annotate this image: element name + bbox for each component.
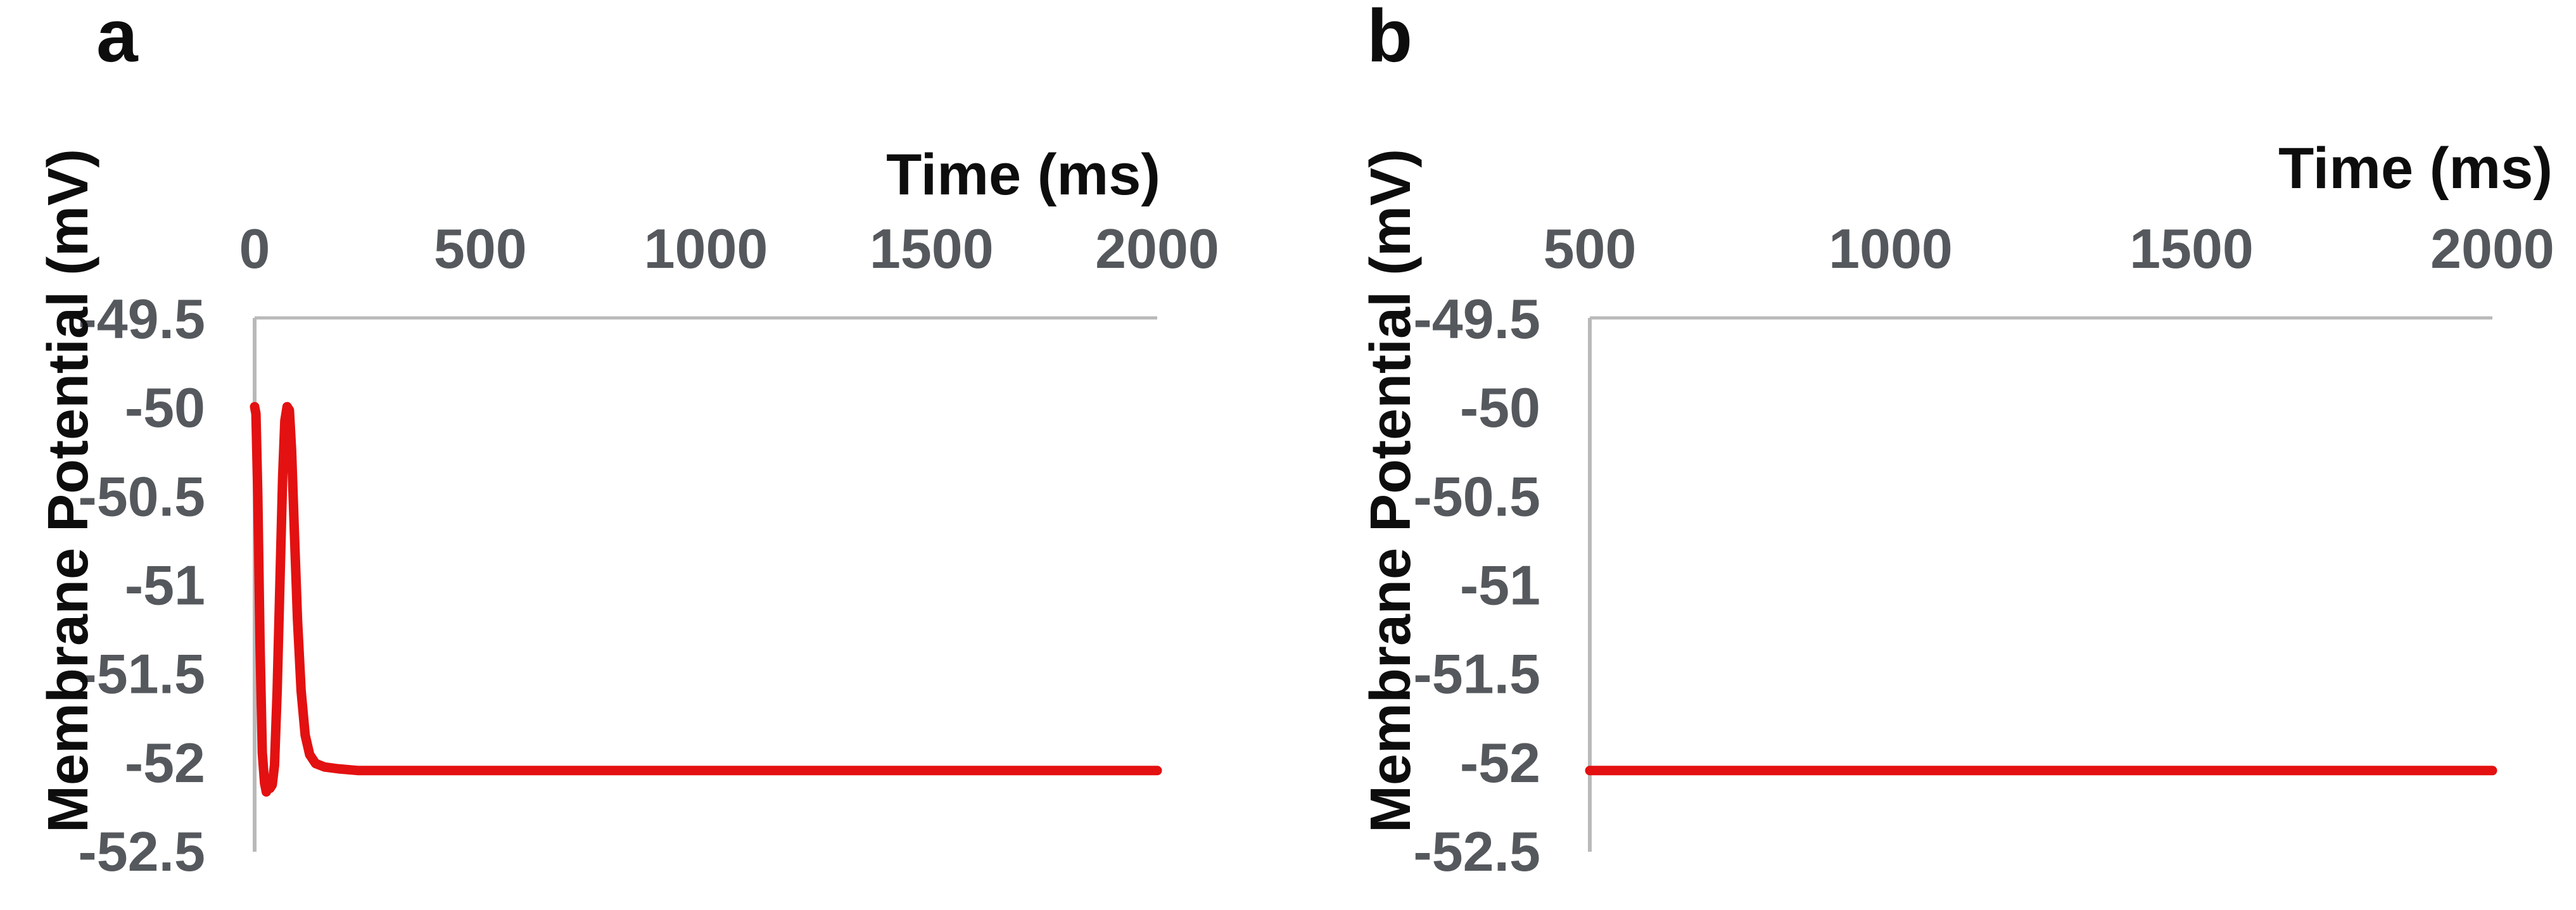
y-tick-label: -52 xyxy=(125,731,205,794)
y-tick-label: -51 xyxy=(125,554,205,617)
series-membrane-potential-trace xyxy=(250,401,1162,797)
x-tick-label: 1000 xyxy=(1829,217,1953,280)
panel-a-letter: a xyxy=(96,0,138,78)
panel-a-x-axis-title: Time (ms) xyxy=(886,142,1160,207)
x-tick-label: 1500 xyxy=(2129,217,2254,280)
y-tick-label: -51.5 xyxy=(1413,643,1540,705)
y-tick-label: -49.5 xyxy=(78,288,205,350)
panel-b: 500 1000 1500 2000 -49.5 -50 -50.5 -51 -51.5 -52 -… xyxy=(1413,217,2554,883)
x-tick-label: 500 xyxy=(434,217,527,280)
y-tick-label: -50 xyxy=(1460,376,1540,439)
x-tick-label: 2000 xyxy=(2430,217,2554,280)
y-tick-label: -50 xyxy=(125,376,205,439)
panel-b-letter: b xyxy=(1367,0,1413,78)
y-tick-label: -52 xyxy=(1460,731,1540,794)
x-tick-label: 1500 xyxy=(870,217,994,280)
x-tick-label: 1000 xyxy=(644,217,768,280)
x-tick-label: 500 xyxy=(1544,217,1637,280)
panel-b-y-axis-title: Membrane Potential (mV) xyxy=(1359,148,1423,833)
y-tick-label: -52.5 xyxy=(78,820,205,883)
panel-a-y-axis-title: Membrane Potential (mV) xyxy=(37,148,100,833)
y-tick-label: -49.5 xyxy=(1413,288,1540,350)
y-tick-label: -52.5 xyxy=(1413,820,1540,883)
x-tick-label: 2000 xyxy=(1095,217,1219,280)
panel-a: 0 500 1000 1500 2000 -49.5 -50 -50.5 -51 -51.5 -52… xyxy=(78,217,1219,883)
x-tick-label: 0 xyxy=(239,217,270,280)
panel-b-x-axis-title: Time (ms) xyxy=(2278,136,2553,201)
y-tick-label: -50.5 xyxy=(1413,465,1540,528)
y-tick-label: -50.5 xyxy=(78,465,205,528)
y-tick-label: -51 xyxy=(1460,554,1540,617)
y-tick-label: -51.5 xyxy=(78,643,205,705)
